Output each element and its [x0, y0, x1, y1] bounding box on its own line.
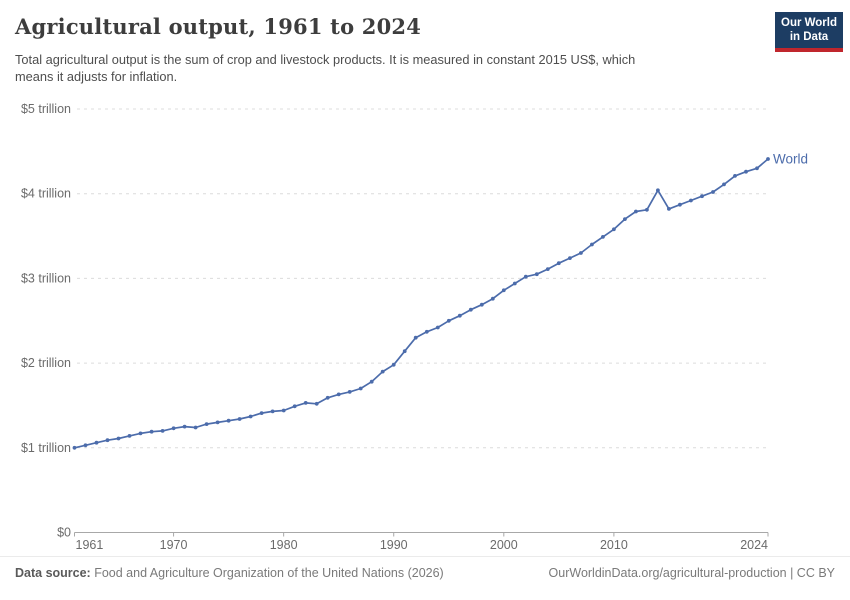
data-point[interactable] [501, 288, 506, 293]
x-tick-label: 2000 [490, 538, 518, 552]
data-point[interactable] [556, 261, 561, 266]
data-point[interactable] [590, 242, 594, 247]
data-point[interactable] [568, 256, 572, 260]
owid-logo[interactable]: Our World in Data [775, 12, 843, 52]
data-point[interactable] [83, 443, 88, 448]
y-tick-label: $5 trillion [21, 102, 71, 116]
chart-subtitle: Total agricultural output is the sum of … [15, 52, 636, 84]
data-point[interactable] [612, 227, 616, 232]
y-tick-label: $3 trillion [21, 271, 71, 285]
x-tick-label: 1961 [76, 538, 104, 552]
data-point[interactable] [204, 422, 209, 426]
data-point[interactable] [479, 302, 484, 307]
data-point[interactable] [435, 325, 440, 330]
data-point[interactable] [656, 188, 660, 193]
data-point[interactable] [634, 209, 638, 214]
data-point[interactable] [711, 190, 715, 194]
x-axis: 1961 1970 1980 1990 2000 2010 2024 [74, 532, 769, 552]
data-point[interactable] [645, 207, 649, 212]
data-point[interactable] [766, 157, 770, 161]
data-point[interactable] [545, 267, 550, 271]
series-label-world[interactable]: World [773, 151, 808, 166]
data-point[interactable] [755, 166, 759, 171]
data-source-label: Data source: [15, 566, 91, 580]
data-point[interactable] [105, 438, 110, 443]
data-point[interactable] [116, 436, 121, 441]
data-source-text: Food and Agriculture Organization of the… [90, 566, 444, 580]
data-point[interactable] [424, 329, 429, 334]
data-point[interactable] [369, 379, 374, 384]
data-point[interactable] [259, 411, 264, 415]
chart-title: Agricultural output, 1961 to 2024 [15, 14, 422, 39]
data-point[interactable] [281, 408, 286, 413]
data-point[interactable] [689, 198, 693, 203]
data-point[interactable] [446, 318, 451, 323]
data-point[interactable] [722, 182, 726, 187]
data-point[interactable] [744, 169, 748, 174]
owid-logo-line2: in Data [789, 30, 829, 43]
x-tick-label: 2024 [740, 538, 768, 552]
data-point[interactable] [391, 362, 396, 367]
data-point[interactable] [127, 434, 132, 438]
data-point[interactable] [193, 425, 198, 430]
data-point[interactable] [700, 194, 704, 199]
data-point[interactable] [380, 369, 385, 374]
x-tick-label: 1980 [270, 538, 298, 552]
y-tick-label: $4 trillion [21, 187, 71, 201]
data-point[interactable] [171, 426, 176, 431]
data-point[interactable] [601, 235, 605, 239]
y-tick-label: $0 [57, 526, 71, 540]
y-tick-label: $2 trillion [21, 356, 71, 370]
gridlines: $0 $1 trillion $2 trillion $3 trillion $4 tr… [21, 102, 768, 540]
data-point[interactable] [579, 251, 583, 255]
data-point[interactable] [457, 313, 462, 318]
data-point[interactable] [182, 424, 187, 429]
data-point[interactable] [358, 386, 363, 391]
data-point[interactable] [347, 390, 352, 394]
data-point[interactable] [678, 202, 682, 207]
data-point[interactable] [149, 429, 154, 434]
data-point[interactable] [490, 296, 495, 301]
data-point[interactable] [226, 418, 231, 423]
data-point[interactable] [733, 174, 737, 178]
world-series-line[interactable] [74, 158, 769, 449]
data-point[interactable] [325, 395, 330, 400]
data-point[interactable] [94, 440, 99, 445]
data-source: Data source: Food and Agriculture Organi… [15, 566, 444, 580]
data-point[interactable] [160, 429, 165, 433]
data-point[interactable] [402, 349, 407, 354]
x-tick-label: 1990 [380, 538, 408, 552]
y-tick-label: $1 trillion [21, 441, 71, 455]
data-point[interactable] [303, 401, 308, 405]
chart-url-link[interactable]: OurWorldinData.org/agricultural-producti… [548, 566, 835, 580]
data-point[interactable] [72, 445, 77, 450]
data-point[interactable] [237, 417, 242, 421]
owid-logo-line1: Our World [781, 17, 838, 29]
data-point[interactable] [623, 217, 627, 222]
data-point[interactable] [270, 409, 275, 414]
x-tick-label: 1970 [160, 538, 188, 552]
data-point[interactable] [292, 404, 297, 409]
data-point[interactable] [512, 281, 517, 286]
data-point[interactable] [336, 392, 341, 397]
data-point[interactable] [523, 274, 528, 279]
data-point[interactable] [215, 420, 220, 425]
data-point[interactable] [138, 431, 143, 436]
chart-footer: Data source: Food and Agriculture Organi… [0, 556, 850, 580]
world-series[interactable] [72, 157, 770, 450]
data-point[interactable] [314, 401, 319, 406]
x-tick-label: 2010 [600, 538, 628, 552]
data-point[interactable] [413, 335, 418, 340]
data-point[interactable] [534, 272, 539, 277]
data-point[interactable] [248, 414, 253, 419]
data-point[interactable] [468, 307, 473, 312]
data-point[interactable] [667, 207, 671, 211]
